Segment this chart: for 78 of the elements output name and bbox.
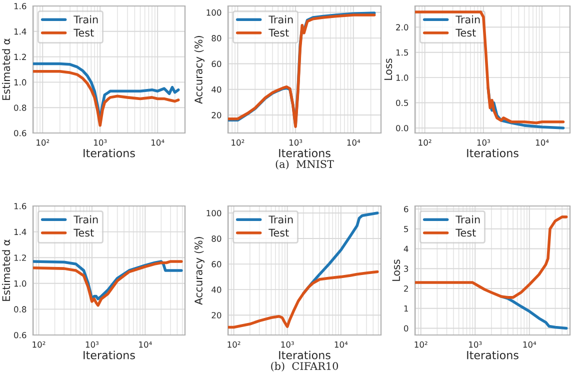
- y-axis-title: Accuracy (%): [194, 236, 204, 305]
- y-tick-label: 1.0: [14, 79, 26, 86]
- y-axis-title: Estimated α: [2, 38, 10, 100]
- x-tick-label: 10³: [86, 341, 99, 348]
- y-tick-label: 1.5: [396, 49, 408, 56]
- x-tick-label: 10⁴: [334, 341, 348, 348]
- x-axis-title: Iterations: [279, 148, 330, 158]
- y-tick-label: 1.6: [14, 202, 26, 210]
- x-tick-label: 10⁴: [152, 139, 164, 146]
- y-tick-label: 3: [404, 266, 408, 272]
- y-axis-title: Loss: [392, 260, 400, 281]
- y-tick-label: 4: [404, 246, 408, 252]
- y-tick-label: 6: [404, 206, 408, 212]
- x-tick-label: 10⁴: [347, 139, 360, 146]
- x-tick-label: 10³: [469, 341, 482, 348]
- x-tick-label: 10²: [232, 139, 244, 146]
- y-tick-label: 1.0: [396, 74, 408, 81]
- y-tick-label: 1: [404, 305, 408, 312]
- x-tick-label: 10²: [418, 139, 432, 146]
- y-tick-label: 40: [212, 286, 222, 293]
- legend-label: Test: [268, 228, 289, 237]
- legend-label: Train: [268, 215, 293, 224]
- x-tick-label: 10³: [289, 139, 302, 146]
- y-tick-label: 0: [404, 325, 408, 332]
- y-tick-label: 0.5: [396, 100, 408, 106]
- text: (a) MNIST: [276, 160, 334, 170]
- legend-label: Train: [456, 215, 480, 224]
- legend-label: Test: [456, 28, 476, 37]
- x-tick-label: 10⁴: [139, 341, 152, 348]
- y-tick-label: 60: [212, 60, 222, 68]
- y-tick-label: 0.8: [14, 104, 26, 111]
- y-tick-label: 20: [212, 112, 222, 118]
- y-axis-title: Accuracy (%): [194, 36, 204, 104]
- y-tick-label: 100: [206, 9, 222, 16]
- x-axis-title: Iterations: [467, 350, 518, 360]
- y-tick-label: 2: [404, 285, 408, 292]
- y-tick-label: 60: [212, 261, 222, 268]
- x-tick-label: 10²: [36, 139, 50, 146]
- legend-label: Train: [74, 215, 98, 224]
- x-tick-label: 10²: [228, 341, 240, 348]
- y-tick-label: 0.0: [396, 124, 408, 132]
- x-tick-label: 10²: [32, 341, 46, 348]
- x-tick-label: 10⁴: [523, 341, 536, 348]
- x-tick-label: 10²: [414, 341, 428, 348]
- y-tick-label: 1.4: [14, 228, 26, 235]
- y-tick-label: 1.2: [14, 254, 26, 261]
- y-tick-label: 80: [212, 35, 222, 42]
- y-tick-label: 0.6: [14, 130, 26, 136]
- legend-label: Test: [268, 28, 289, 37]
- x-tick-label: 10³: [281, 341, 294, 348]
- x-axis-title: Iterations: [84, 350, 135, 360]
- y-tick-label: 20: [212, 312, 222, 318]
- x-tick-label: 10⁴: [536, 139, 549, 146]
- text: (b) CIFAR10: [271, 362, 338, 372]
- x-axis-title: Iterations: [84, 148, 135, 158]
- y-tick-label: 1.4: [14, 28, 26, 35]
- y-tick-label: 2.0: [396, 24, 408, 30]
- legend-label: Test: [456, 228, 476, 237]
- legend-label: Train: [456, 15, 480, 24]
- y-tick-label: 0.8: [14, 306, 26, 312]
- y-tick-label: 0.6: [14, 332, 26, 338]
- y-tick-label: 5: [404, 226, 408, 232]
- x-axis-title: Iterations: [279, 350, 330, 360]
- y-axis-title: Estimated α: [2, 240, 10, 301]
- legend-label: Test: [74, 28, 94, 37]
- legend-label: Train: [74, 15, 98, 24]
- legend-label: Train: [268, 15, 293, 24]
- y-tick-label: 80: [212, 236, 222, 242]
- y-tick-label: 100: [206, 210, 222, 216]
- legend-label: Test: [74, 228, 94, 237]
- y-tick-label: 1.0: [14, 280, 26, 287]
- x-tick-label: 10³: [477, 139, 490, 146]
- y-tick-label: 1.2: [14, 54, 26, 60]
- x-axis-title: Iterations: [467, 148, 518, 158]
- y-axis-title: Loss: [384, 58, 392, 80]
- y-tick-label: 1.6: [14, 2, 26, 10]
- x-tick-label: 10³: [94, 139, 107, 146]
- y-tick-label: 40: [212, 86, 222, 93]
